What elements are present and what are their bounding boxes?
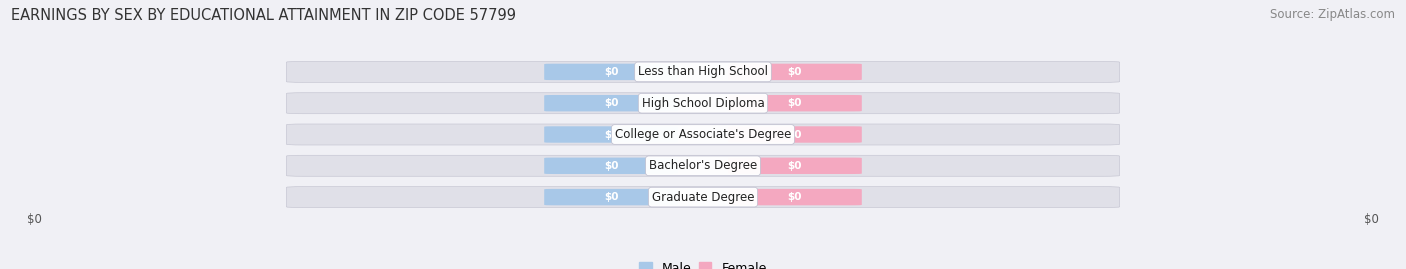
Text: EARNINGS BY SEX BY EDUCATIONAL ATTAINMENT IN ZIP CODE 57799: EARNINGS BY SEX BY EDUCATIONAL ATTAINMEN… (11, 8, 516, 23)
FancyBboxPatch shape (287, 155, 1119, 176)
Text: High School Diploma: High School Diploma (641, 97, 765, 110)
Text: $0: $0 (787, 98, 801, 108)
Text: Less than High School: Less than High School (638, 65, 768, 78)
Text: $0: $0 (605, 98, 619, 108)
FancyBboxPatch shape (728, 189, 862, 205)
Text: $0: $0 (605, 129, 619, 140)
FancyBboxPatch shape (544, 189, 678, 205)
Text: $0: $0 (27, 213, 42, 226)
Text: $0: $0 (787, 192, 801, 202)
Text: College or Associate's Degree: College or Associate's Degree (614, 128, 792, 141)
Text: $0: $0 (787, 129, 801, 140)
Text: $0: $0 (1364, 213, 1379, 226)
FancyBboxPatch shape (287, 187, 1119, 208)
FancyBboxPatch shape (287, 61, 1119, 82)
FancyBboxPatch shape (544, 126, 678, 143)
Text: Source: ZipAtlas.com: Source: ZipAtlas.com (1270, 8, 1395, 21)
Text: $0: $0 (787, 161, 801, 171)
FancyBboxPatch shape (728, 64, 862, 80)
Text: Bachelor's Degree: Bachelor's Degree (650, 159, 756, 172)
Text: $0: $0 (605, 67, 619, 77)
FancyBboxPatch shape (544, 64, 678, 80)
FancyBboxPatch shape (287, 93, 1119, 114)
FancyBboxPatch shape (728, 126, 862, 143)
FancyBboxPatch shape (544, 95, 678, 111)
Text: $0: $0 (605, 192, 619, 202)
Text: $0: $0 (605, 161, 619, 171)
FancyBboxPatch shape (544, 158, 678, 174)
Legend: Male, Female: Male, Female (634, 257, 772, 269)
Text: Graduate Degree: Graduate Degree (652, 191, 754, 204)
FancyBboxPatch shape (287, 124, 1119, 145)
Text: $0: $0 (787, 67, 801, 77)
FancyBboxPatch shape (728, 158, 862, 174)
FancyBboxPatch shape (728, 95, 862, 111)
